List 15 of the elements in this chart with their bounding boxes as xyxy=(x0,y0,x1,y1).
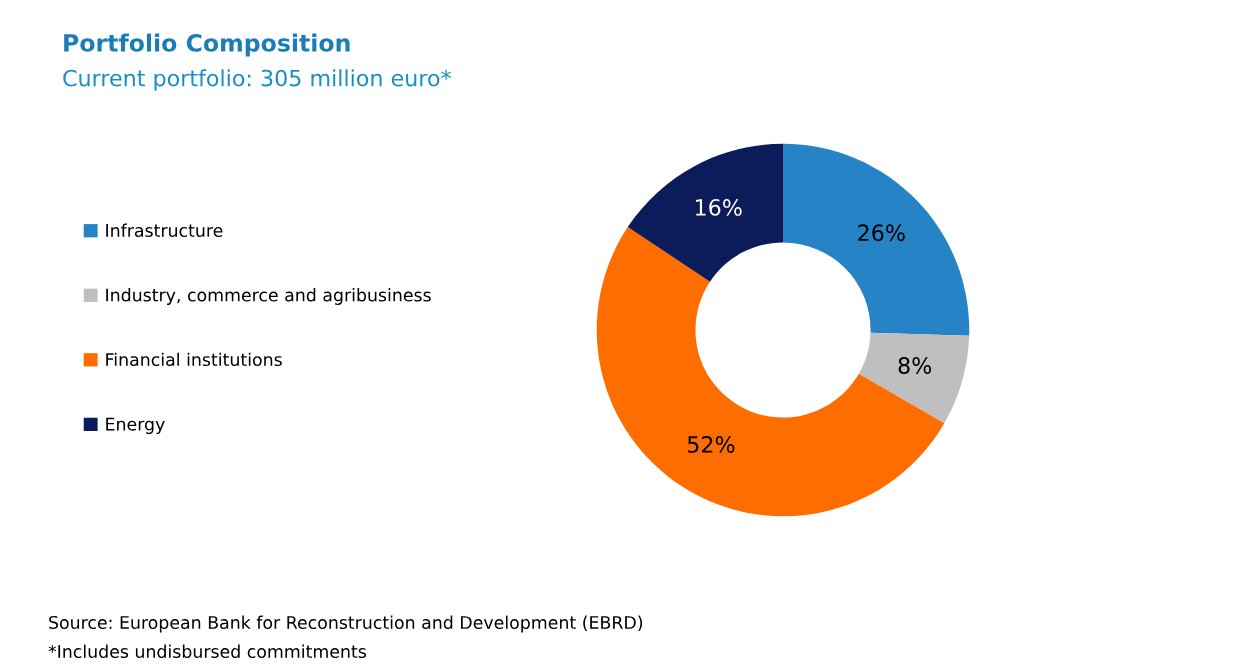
legend-label: Energy xyxy=(106,417,165,435)
data-label: 52% xyxy=(687,436,735,453)
data-label: 8% xyxy=(898,357,932,374)
data-label: 26% xyxy=(858,224,905,242)
legend-label: Industry, commerce and agribusiness xyxy=(106,288,431,305)
legend-label: Infrastructure xyxy=(106,223,223,238)
text: *Includes undisbursed commitments xyxy=(48,644,366,659)
donut-slice xyxy=(783,143,970,336)
donut-slice xyxy=(627,143,783,282)
chart-title: Portfolio Composition xyxy=(64,33,350,57)
donut-slice xyxy=(858,332,970,424)
source-note: Source: European Bank for Reconstruction and Development (EBRD) xyxy=(49,615,643,633)
data-label: 16% xyxy=(695,199,742,216)
legend-label: Financial institutions xyxy=(106,352,282,367)
chart-subtitle: Current portfolio: 305 million euro* xyxy=(63,69,451,91)
